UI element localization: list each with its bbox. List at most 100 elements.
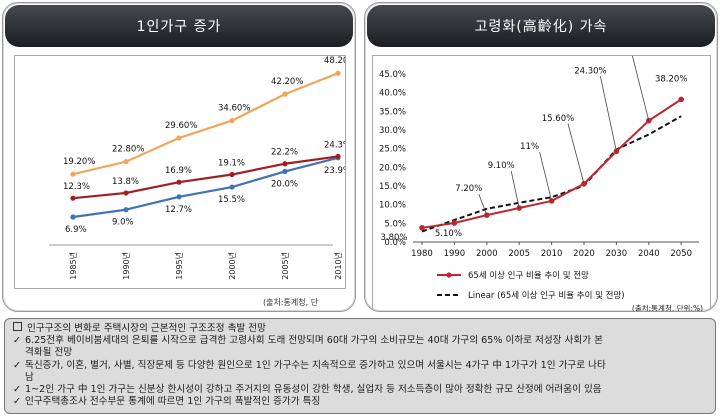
x-tick-label: 2005 — [508, 249, 530, 259]
note-item: ✓ 인구주택총조사 전수부문 통계에 따르면 1인 가구의 폭발적인 증가가 특징 — [13, 396, 321, 408]
summary-notes: 인구구조의 변화로 주택시장의 근본적인 구조조정 촉발 전망 ✓ 6.25전후 … — [4, 318, 716, 414]
label-leader — [510, 170, 520, 209]
x-tick-label: 1990 — [444, 249, 466, 259]
data-label: 19.20% — [63, 157, 95, 167]
y-tick-label: 10.0% — [379, 201, 406, 211]
aging-line-chart: 0.0% 5.0% 10.0% 15.0% 20.0% 25.0% 30.0% 35.0% 40… — [379, 56, 703, 312]
y-tick-label: 5.0% — [384, 219, 406, 229]
data-point — [70, 171, 76, 177]
data-label: 13.8% — [112, 177, 139, 187]
data-point — [70, 214, 76, 220]
note-item: ✓ 1~2인 가구 中 1인 가구는 신분상 한시성이 강하고 주거지의 유동성이… — [13, 384, 602, 396]
x-tick-label: 2030 — [606, 249, 628, 259]
data-point — [282, 168, 288, 174]
legend-label: Linear (65세 이상 인구 비율 추이 및 전망) — [468, 290, 625, 301]
x-tick-label: 2005년 — [280, 252, 290, 280]
note-item-continued: 남 — [25, 371, 34, 383]
trend-line — [421, 115, 682, 233]
series-line-1 — [72, 155, 339, 200]
y-tick-label: 30.0% — [379, 126, 406, 136]
check-icon: ✓ — [13, 396, 22, 408]
data-point — [229, 184, 235, 190]
data-label: 29.60% — [165, 121, 197, 131]
data-label: 12.3% — [63, 182, 90, 192]
y-tick-label: 25.0% — [379, 145, 406, 155]
data-point — [229, 117, 235, 124]
note-item: ✓ 6.25전후 베이비붐세대의 은퇴를 시작으로 급격한 고령사회 도래 전망되… — [13, 335, 603, 347]
data-point — [646, 117, 652, 124]
data-point — [335, 70, 341, 76]
data-point — [613, 148, 620, 155]
y-tick-label: 15.0% — [379, 182, 406, 192]
data-point — [176, 135, 182, 141]
data-label: 16.9% — [165, 166, 192, 176]
data-point — [335, 153, 341, 160]
left-chart-title: 1인가구 증가 — [5, 5, 353, 47]
series-line-2 — [72, 72, 339, 176]
notes-heading-row: 인구구조의 변화로 주택시장의 근본적인 구조조정 촉발 전망 — [13, 322, 707, 335]
data-label: 7.20% — [455, 184, 482, 194]
label-leader — [539, 151, 552, 202]
data-point — [678, 96, 684, 103]
data-point — [123, 207, 129, 213]
data-label: 15.5% — [218, 195, 245, 205]
data-label: 3.80% — [380, 233, 407, 243]
data-point — [419, 225, 425, 231]
data-label: 5.10% — [435, 229, 462, 239]
data-label: 20.0% — [271, 179, 298, 189]
right-source-note: (출처:통계청, 단위:%) — [632, 303, 703, 312]
left-source-note: (출처:통계청, 단 — [263, 298, 319, 307]
data-point — [176, 194, 182, 200]
data-label: 22.2% — [271, 148, 298, 158]
data-point — [516, 205, 522, 211]
data-label: 23.9% — [324, 166, 345, 176]
y-tick-label: 20.0% — [379, 163, 406, 173]
label-leader — [600, 76, 617, 152]
x-tick-label: 1990년 — [121, 252, 131, 280]
check-icon: ✓ — [13, 335, 22, 347]
left-plot-area: 1985년 1990년 1995년 2000년 2005년 2010년 6.9% 9.0% 12… — [14, 55, 346, 289]
x-tick-label: 1980 — [411, 249, 433, 259]
legend-label: 65세 이상 인구 비율 추이 및 전망 — [468, 270, 589, 281]
y-tick-label: 40.0% — [379, 89, 406, 99]
note-item-continued: 격화될 전망 — [25, 347, 73, 359]
data-point — [176, 179, 182, 185]
data-label: 19.1% — [218, 159, 245, 169]
data-label: 15.60% — [542, 114, 574, 124]
data-point — [229, 171, 235, 178]
y-tick-label: 0.0% — [384, 238, 406, 248]
right-plot-area: 0.0% 5.0% 10.0% 15.0% 20.0% 25.0% 30.0% 35.0% 40… — [372, 55, 711, 312]
data-point — [123, 190, 129, 196]
check-icon: ✓ — [13, 384, 22, 396]
left-chart-panel: 1인가구 증가 1985년 1990년 1995년 2000년 2005년 2010년 6.… — [2, 2, 356, 312]
household-line-chart: 1985년 1990년 1995년 2000년 2005년 2010년 6.9% 9.0% 12… — [49, 56, 345, 280]
data-label: 6.9% — [65, 225, 87, 235]
data-label: 9.0% — [112, 218, 134, 228]
data-label: 24.3% — [324, 140, 345, 150]
data-label: 9.10% — [488, 161, 515, 171]
data-label: 48.20% — [324, 56, 345, 66]
data-label: 38.20% — [655, 74, 687, 84]
data-label: 22.80% — [112, 145, 144, 155]
check-icon: ✓ — [13, 359, 22, 371]
notes-heading: 인구구조의 변화로 주택시장의 근본적인 구조조정 촉발 전망 — [27, 323, 266, 334]
x-tick-label: 2020 — [573, 249, 595, 259]
x-tick-label: 1995년 — [174, 252, 184, 280]
data-label: 42.20% — [271, 77, 303, 87]
note-item: ✓ 독신증가, 이혼, 별거, 사별, 직장문제 등 다양한 원인으로 1인 가구… — [13, 359, 606, 371]
x-tick-label: 2000년 — [227, 252, 237, 280]
label-leader — [478, 193, 488, 216]
x-tick-label: 2000 — [476, 249, 498, 259]
legend-marker — [446, 272, 452, 278]
y-tick-label: 45.0% — [379, 70, 406, 80]
data-label: 12.7% — [165, 205, 192, 215]
data-label: 34.60% — [218, 104, 250, 114]
data-point — [70, 195, 76, 201]
right-chart-panel: 고령화(高齡化) 가속 0.0% 5.0% 10.0% 15.0% 20.0% 25.0%… — [364, 2, 718, 312]
data-point — [451, 220, 458, 226]
x-tick-label: 2040 — [638, 249, 660, 259]
x-tick-label: 1985년 — [68, 252, 78, 280]
series-line-0 — [72, 156, 339, 219]
label-leader — [567, 123, 585, 184]
x-tick-label: 2050 — [670, 249, 692, 259]
